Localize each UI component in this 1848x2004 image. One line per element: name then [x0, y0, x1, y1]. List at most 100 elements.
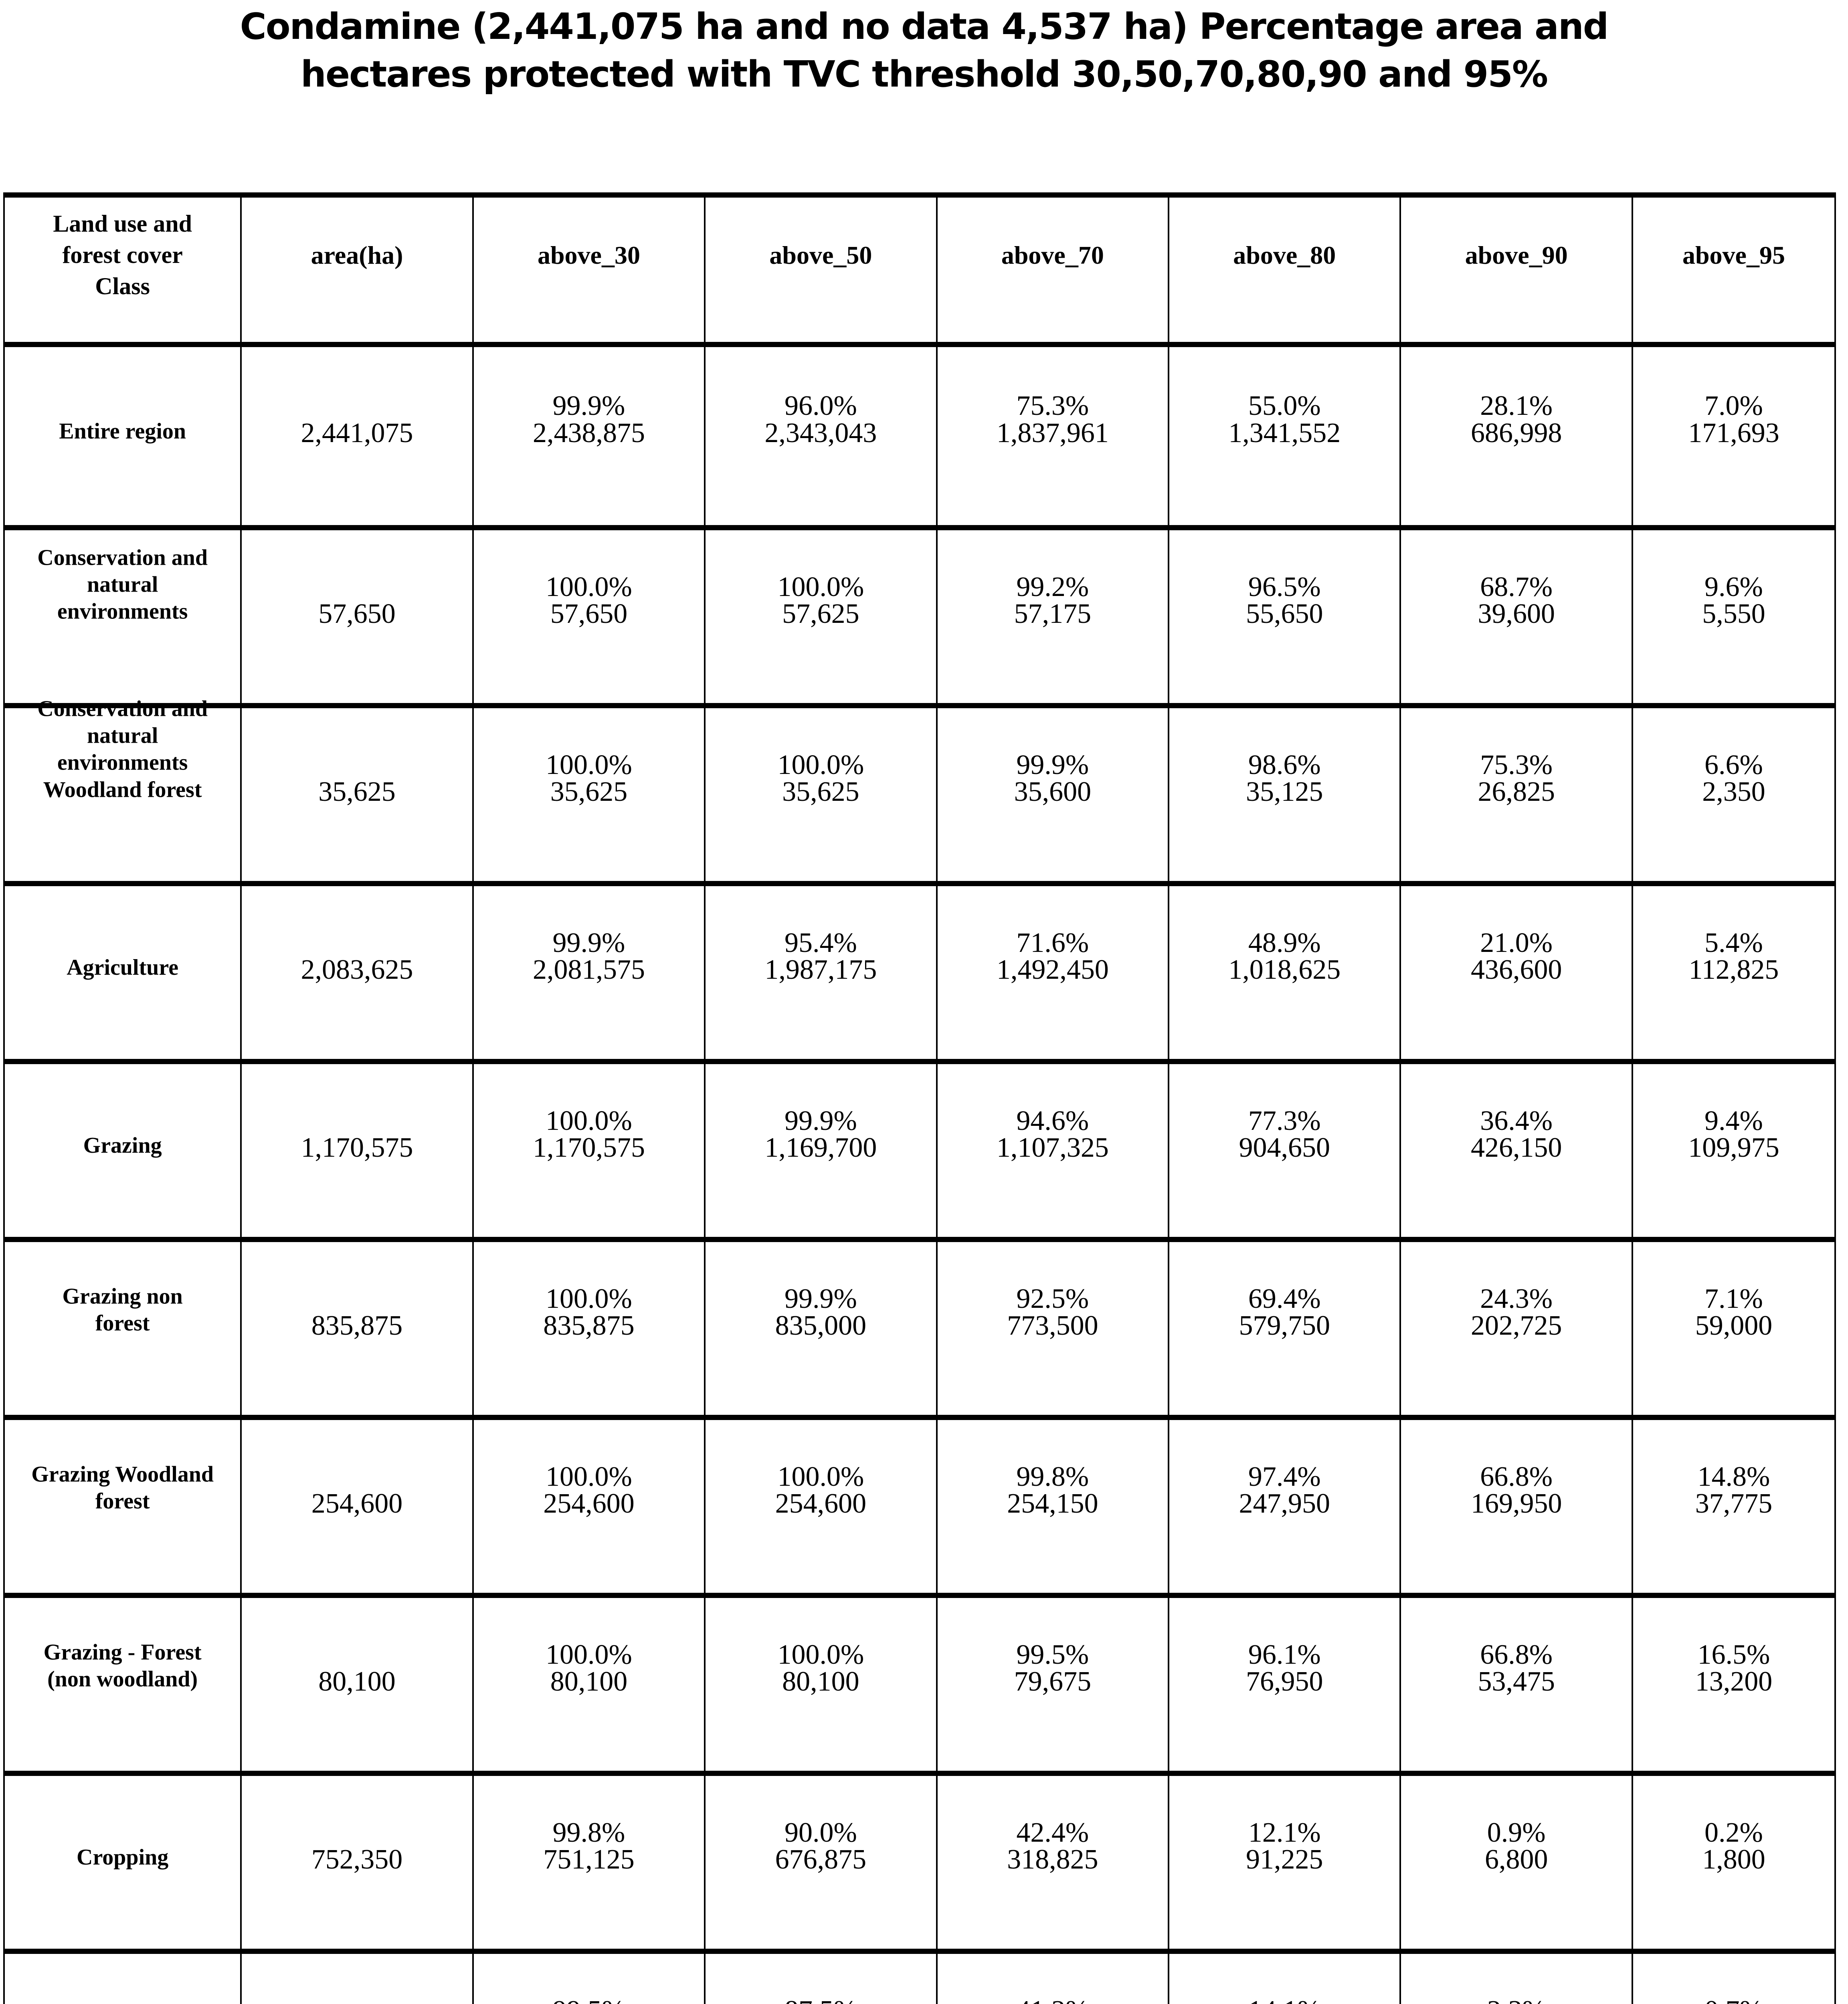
threshold-cell: 16.5% 13,200: [1631, 1593, 1835, 1774]
page-title: Condamine (2,441,075 ha and no data 4,53…: [0, 3, 1848, 99]
tvc-threshold-table: Land use and forest cover Class area(ha) a…: [3, 192, 1836, 2004]
area-cell: 35,625: [240, 703, 473, 884]
threshold-cell: 0.9% 6,800: [1399, 1771, 1632, 1951]
header-cell: area(ha): [240, 195, 473, 347]
threshold-cell: 6.6% 2,350: [1631, 703, 1835, 884]
threshold-cell: 90.0% 676,875: [704, 1771, 937, 1951]
threshold-cell: 2.3%3,625: [1399, 1949, 1632, 2004]
threshold-cell: 9.4% 109,975: [1631, 1059, 1835, 1240]
header-cell: above_95: [1631, 195, 1835, 347]
table-row: Conservation and natural environments 57,…: [3, 525, 1835, 706]
threshold-cell: 9.6% 5,550: [1631, 525, 1835, 706]
threshold-cell: 7.1% 59,000: [1631, 1237, 1835, 1418]
threshold-cell: 100.0% 835,875: [472, 1237, 705, 1418]
threshold-cell: 100.0% 35,625: [472, 703, 705, 884]
class-cell: Grazing: [3, 1059, 241, 1240]
threshold-cell: 0.2% 1,800: [1631, 1771, 1835, 1951]
threshold-cell: 100.0% 80,100: [472, 1593, 705, 1774]
threshold-cell: 99.9% 35,600: [936, 703, 1169, 884]
class-cell: Entire region: [3, 342, 241, 528]
area-cell: 254,600: [240, 1415, 473, 1596]
threshold-cell: 69.4% 579,750: [1168, 1237, 1401, 1418]
area-cell: 80,100: [240, 1593, 473, 1774]
threshold-cell: 99.8% 751,125: [472, 1771, 705, 1951]
header-cell: above_70: [936, 195, 1169, 347]
table-row: Grazing 1,170,575 100.0% 1,170,575 99.9% 1,16…: [3, 1059, 1835, 1240]
class-cell: Cropping: [3, 1771, 241, 1951]
class-cell: Conservation and natural environments: [3, 525, 241, 706]
threshold-cell: 24.3% 202,725: [1399, 1237, 1632, 1418]
area-cell: 835,875: [240, 1237, 473, 1418]
table-row: Grazing - Forest (non woodland) 80,100 100…: [3, 1593, 1835, 1774]
threshold-cell: 96.1% 76,950: [1168, 1593, 1401, 1774]
threshold-cell: 100.0% 254,600: [704, 1415, 937, 1596]
table-row: Grazing Woodland forest 254,600 100.0% 254,…: [3, 1415, 1835, 1596]
threshold-cell: 14.1%22,650: [1168, 1949, 1401, 2004]
threshold-cell: 87.5%140,325: [704, 1949, 937, 2004]
area-cell: 57,650: [240, 525, 473, 706]
table-row: Conservation and natural environments Wo…: [3, 696, 1835, 884]
threshold-cell: 75.3% 26,825: [1399, 703, 1632, 884]
threshold-cell: 5.4% 112,825: [1631, 881, 1835, 1062]
threshold-cell: 66.8% 169,950: [1399, 1415, 1632, 1596]
header-cell: Land use and forest cover Class: [3, 195, 241, 347]
threshold-cell: 99.8% 254,150: [936, 1415, 1169, 1596]
area-cell: 752,350: [240, 1771, 473, 1951]
class-cell: Conservation and natural environments Wo…: [3, 696, 241, 884]
table-row: Cropping 752,350 99.8% 751,125 90.0% 676,875 4…: [3, 1771, 1835, 1951]
header-row: Land use and forest cover Class area(ha) a…: [3, 195, 1835, 347]
threshold-cell: 21.0% 436,600: [1399, 881, 1632, 1062]
threshold-cell: 100.0% 57,625: [704, 525, 937, 706]
header-cell: above_80: [1168, 195, 1401, 347]
threshold-cell: 7.0% 171,693: [1631, 342, 1835, 528]
header-cell: above_50: [704, 195, 937, 347]
threshold-cell: 99.9% 835,000: [704, 1237, 937, 1418]
header-cell: above_30: [472, 195, 705, 347]
threshold-cell: 41.2%66,075: [936, 1949, 1169, 2004]
threshold-cell: 71.6% 1,492,450: [936, 881, 1169, 1062]
threshold-cell: 36.4% 426,150: [1399, 1059, 1632, 1240]
threshold-cell: 68.7% 39,600: [1399, 525, 1632, 706]
class-cell: Grazing Woodland forest: [3, 1415, 241, 1596]
threshold-cell: 99.5%159,600: [472, 1949, 705, 2004]
threshold-cell: 66.8% 53,475: [1399, 1593, 1632, 1774]
threshold-cell: 100.0% 80,100: [704, 1593, 937, 1774]
threshold-cell: 98.6% 35,125: [1168, 703, 1401, 884]
threshold-cell: 100.0% 57,650: [472, 525, 705, 706]
threshold-cell: 99.9% 1,169,700: [704, 1059, 937, 1240]
threshold-cell: 99.5% 79,675: [936, 1593, 1169, 1774]
table-row: Irrigation160,42599.5%159,60087.5%140,32…: [3, 1949, 1835, 2004]
threshold-cell: 12.1% 91,225: [1168, 1771, 1401, 1951]
header-cell: above_90: [1399, 195, 1632, 347]
threshold-cell: 0.7%1,050: [1631, 1949, 1835, 2004]
threshold-cell: 92.5% 773,500: [936, 1237, 1169, 1418]
threshold-cell: 55.0% 1,341,552: [1168, 342, 1401, 528]
threshold-cell: 100.0% 1,170,575: [472, 1059, 705, 1240]
class-cell: Grazing - Forest (non woodland): [3, 1593, 241, 1774]
table-row: Grazing non forest 835,875 100.0% 835,875 99…: [3, 1237, 1835, 1418]
area-cell: 1,170,575: [240, 1059, 473, 1240]
threshold-cell: 75.3% 1,837,961: [936, 342, 1169, 528]
threshold-cell: 97.4% 247,950: [1168, 1415, 1401, 1596]
threshold-cell: 48.9% 1,018,625: [1168, 881, 1401, 1062]
threshold-cell: 94.6% 1,107,325: [936, 1059, 1169, 1240]
threshold-cell: 99.9% 2,438,875: [472, 342, 705, 528]
title-line-2: hectares protected with TVC threshold 30…: [300, 53, 1548, 95]
threshold-cell: 96.5% 55,650: [1168, 525, 1401, 706]
area-cell: 2,083,625: [240, 881, 473, 1062]
area-cell: 2,441,075: [240, 342, 473, 528]
threshold-cell: 95.4% 1,987,175: [704, 881, 937, 1062]
threshold-cell: 14.8% 37,775: [1631, 1415, 1835, 1596]
threshold-cell: 100.0% 254,600: [472, 1415, 705, 1596]
class-cell: Grazing non forest: [3, 1237, 241, 1418]
threshold-cell: 77.3% 904,650: [1168, 1059, 1401, 1240]
title-line-1: Condamine (2,441,075 ha and no data 4,53…: [240, 6, 1609, 48]
table-row: Agriculture 2,083,625 99.9% 2,081,575 95.4% 1…: [3, 881, 1835, 1062]
threshold-cell: 96.0% 2,343,043: [704, 342, 937, 528]
threshold-cell: 99.9% 2,081,575: [472, 881, 705, 1062]
threshold-cell: 99.2% 57,175: [936, 525, 1169, 706]
class-cell: Irrigation: [3, 1949, 241, 2004]
threshold-cell: 42.4% 318,825: [936, 1771, 1169, 1951]
class-cell: Agriculture: [3, 881, 241, 1062]
